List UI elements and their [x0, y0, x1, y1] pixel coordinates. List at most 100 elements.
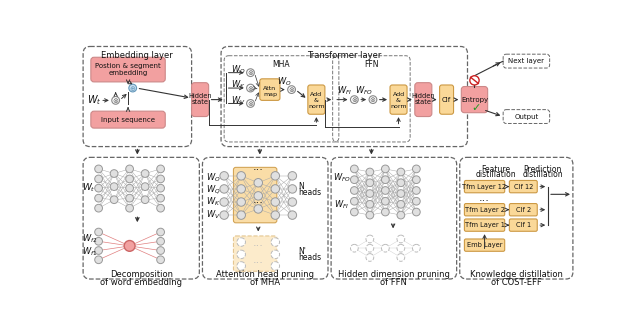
Circle shape [412, 244, 420, 252]
Circle shape [397, 190, 404, 197]
Circle shape [366, 201, 374, 208]
FancyBboxPatch shape [465, 204, 505, 216]
Circle shape [157, 256, 164, 264]
Text: $\boldsymbol{W_{FO}}$: $\boldsymbol{W_{FO}}$ [355, 85, 372, 97]
Circle shape [412, 176, 420, 183]
Circle shape [369, 96, 377, 103]
Text: N: N [298, 182, 304, 191]
Text: $\boldsymbol{W_t}$: $\boldsymbol{W_t}$ [83, 182, 96, 195]
Circle shape [95, 204, 102, 212]
Text: $\boldsymbol{W_Q}$: $\boldsymbol{W_Q}$ [231, 63, 245, 76]
Circle shape [125, 165, 134, 173]
Circle shape [124, 241, 135, 251]
Text: $\otimes$: $\otimes$ [247, 68, 254, 77]
Circle shape [141, 170, 149, 177]
Text: $\boldsymbol{W_{f2}}$: $\boldsymbol{W_{f2}}$ [81, 233, 97, 245]
FancyBboxPatch shape [91, 111, 165, 128]
Circle shape [351, 186, 358, 194]
Text: Add: Add [392, 92, 404, 97]
Circle shape [288, 172, 296, 180]
Text: $\otimes$: $\otimes$ [369, 95, 376, 104]
Text: ✓: ✓ [471, 103, 481, 113]
Circle shape [397, 244, 404, 252]
Circle shape [237, 238, 246, 246]
Text: $\boldsymbol{W_O}$: $\boldsymbol{W_O}$ [206, 171, 221, 184]
Text: ...: ... [253, 162, 264, 172]
Text: ...: ... [253, 196, 264, 206]
Circle shape [157, 175, 164, 183]
FancyBboxPatch shape [465, 180, 505, 193]
FancyBboxPatch shape [465, 219, 505, 231]
Circle shape [95, 247, 102, 254]
Text: &: & [314, 98, 319, 103]
Text: MHA: MHA [273, 60, 291, 69]
Circle shape [351, 208, 358, 216]
Circle shape [381, 208, 389, 216]
Circle shape [254, 192, 262, 200]
Circle shape [470, 76, 479, 85]
Text: Tfm Layer 12: Tfm Layer 12 [463, 183, 507, 190]
Text: norm: norm [308, 104, 324, 109]
Text: heads: heads [298, 253, 322, 262]
Text: $\boldsymbol{W_V}$: $\boldsymbol{W_V}$ [231, 94, 245, 107]
Text: state: state [415, 99, 432, 105]
Circle shape [366, 235, 374, 243]
Circle shape [254, 178, 262, 187]
Text: Embedding layer: Embedding layer [102, 51, 173, 60]
Text: Next layer: Next layer [508, 58, 545, 64]
Circle shape [237, 262, 246, 270]
Text: Clf 12: Clf 12 [514, 183, 533, 190]
Text: &: & [396, 98, 401, 103]
Text: distillation: distillation [476, 170, 516, 179]
Circle shape [95, 194, 102, 202]
Circle shape [95, 256, 102, 264]
Text: of MHA: of MHA [250, 278, 280, 287]
Text: $\otimes$: $\otimes$ [247, 99, 254, 108]
Circle shape [157, 184, 164, 192]
Circle shape [381, 244, 389, 252]
Text: state: state [191, 99, 209, 105]
Circle shape [237, 198, 246, 206]
Circle shape [366, 190, 374, 197]
FancyBboxPatch shape [260, 79, 280, 100]
Circle shape [220, 198, 228, 206]
FancyBboxPatch shape [440, 85, 454, 114]
Text: $\otimes$: $\otimes$ [112, 96, 119, 105]
Circle shape [254, 205, 262, 213]
Text: Clf: Clf [442, 97, 451, 102]
Text: Clf 2: Clf 2 [516, 207, 531, 213]
Circle shape [397, 235, 404, 243]
Circle shape [237, 211, 246, 219]
Circle shape [141, 183, 149, 191]
Text: Hidden dimension pruning: Hidden dimension pruning [338, 270, 450, 279]
Text: $\boldsymbol{W_O}$: $\boldsymbol{W_O}$ [277, 76, 292, 88]
Text: $\boldsymbol{W_{FI}}$: $\boldsymbol{W_{FI}}$ [337, 85, 353, 97]
Text: Tfm Layer 2: Tfm Layer 2 [465, 207, 504, 213]
Circle shape [271, 198, 280, 206]
Text: of word embedding: of word embedding [100, 278, 182, 287]
Circle shape [125, 204, 134, 212]
Circle shape [157, 204, 164, 212]
Text: heads: heads [298, 188, 322, 197]
Circle shape [351, 244, 358, 252]
Text: $\otimes$: $\otimes$ [351, 95, 358, 104]
Circle shape [237, 185, 246, 193]
Circle shape [271, 238, 280, 246]
Circle shape [95, 184, 102, 192]
FancyBboxPatch shape [390, 85, 407, 114]
Circle shape [351, 176, 358, 183]
Text: Attention head pruning: Attention head pruning [216, 270, 314, 279]
Circle shape [125, 194, 134, 202]
FancyBboxPatch shape [461, 86, 488, 113]
Text: $\boldsymbol{W_Q}$: $\boldsymbol{W_Q}$ [206, 183, 221, 196]
Circle shape [288, 211, 296, 219]
FancyBboxPatch shape [509, 180, 537, 193]
Text: Output: Output [515, 114, 538, 120]
Text: $\boldsymbol{W_t}$: $\boldsymbol{W_t}$ [88, 93, 102, 107]
Circle shape [95, 175, 102, 183]
Circle shape [125, 175, 134, 183]
Text: Knowledge distillation: Knowledge distillation [470, 270, 563, 279]
Text: $\boldsymbol{W_{f1}}$: $\boldsymbol{W_{f1}}$ [81, 245, 97, 258]
Circle shape [412, 198, 420, 205]
Text: $\boldsymbol{W_V}$: $\boldsymbol{W_V}$ [206, 208, 221, 221]
